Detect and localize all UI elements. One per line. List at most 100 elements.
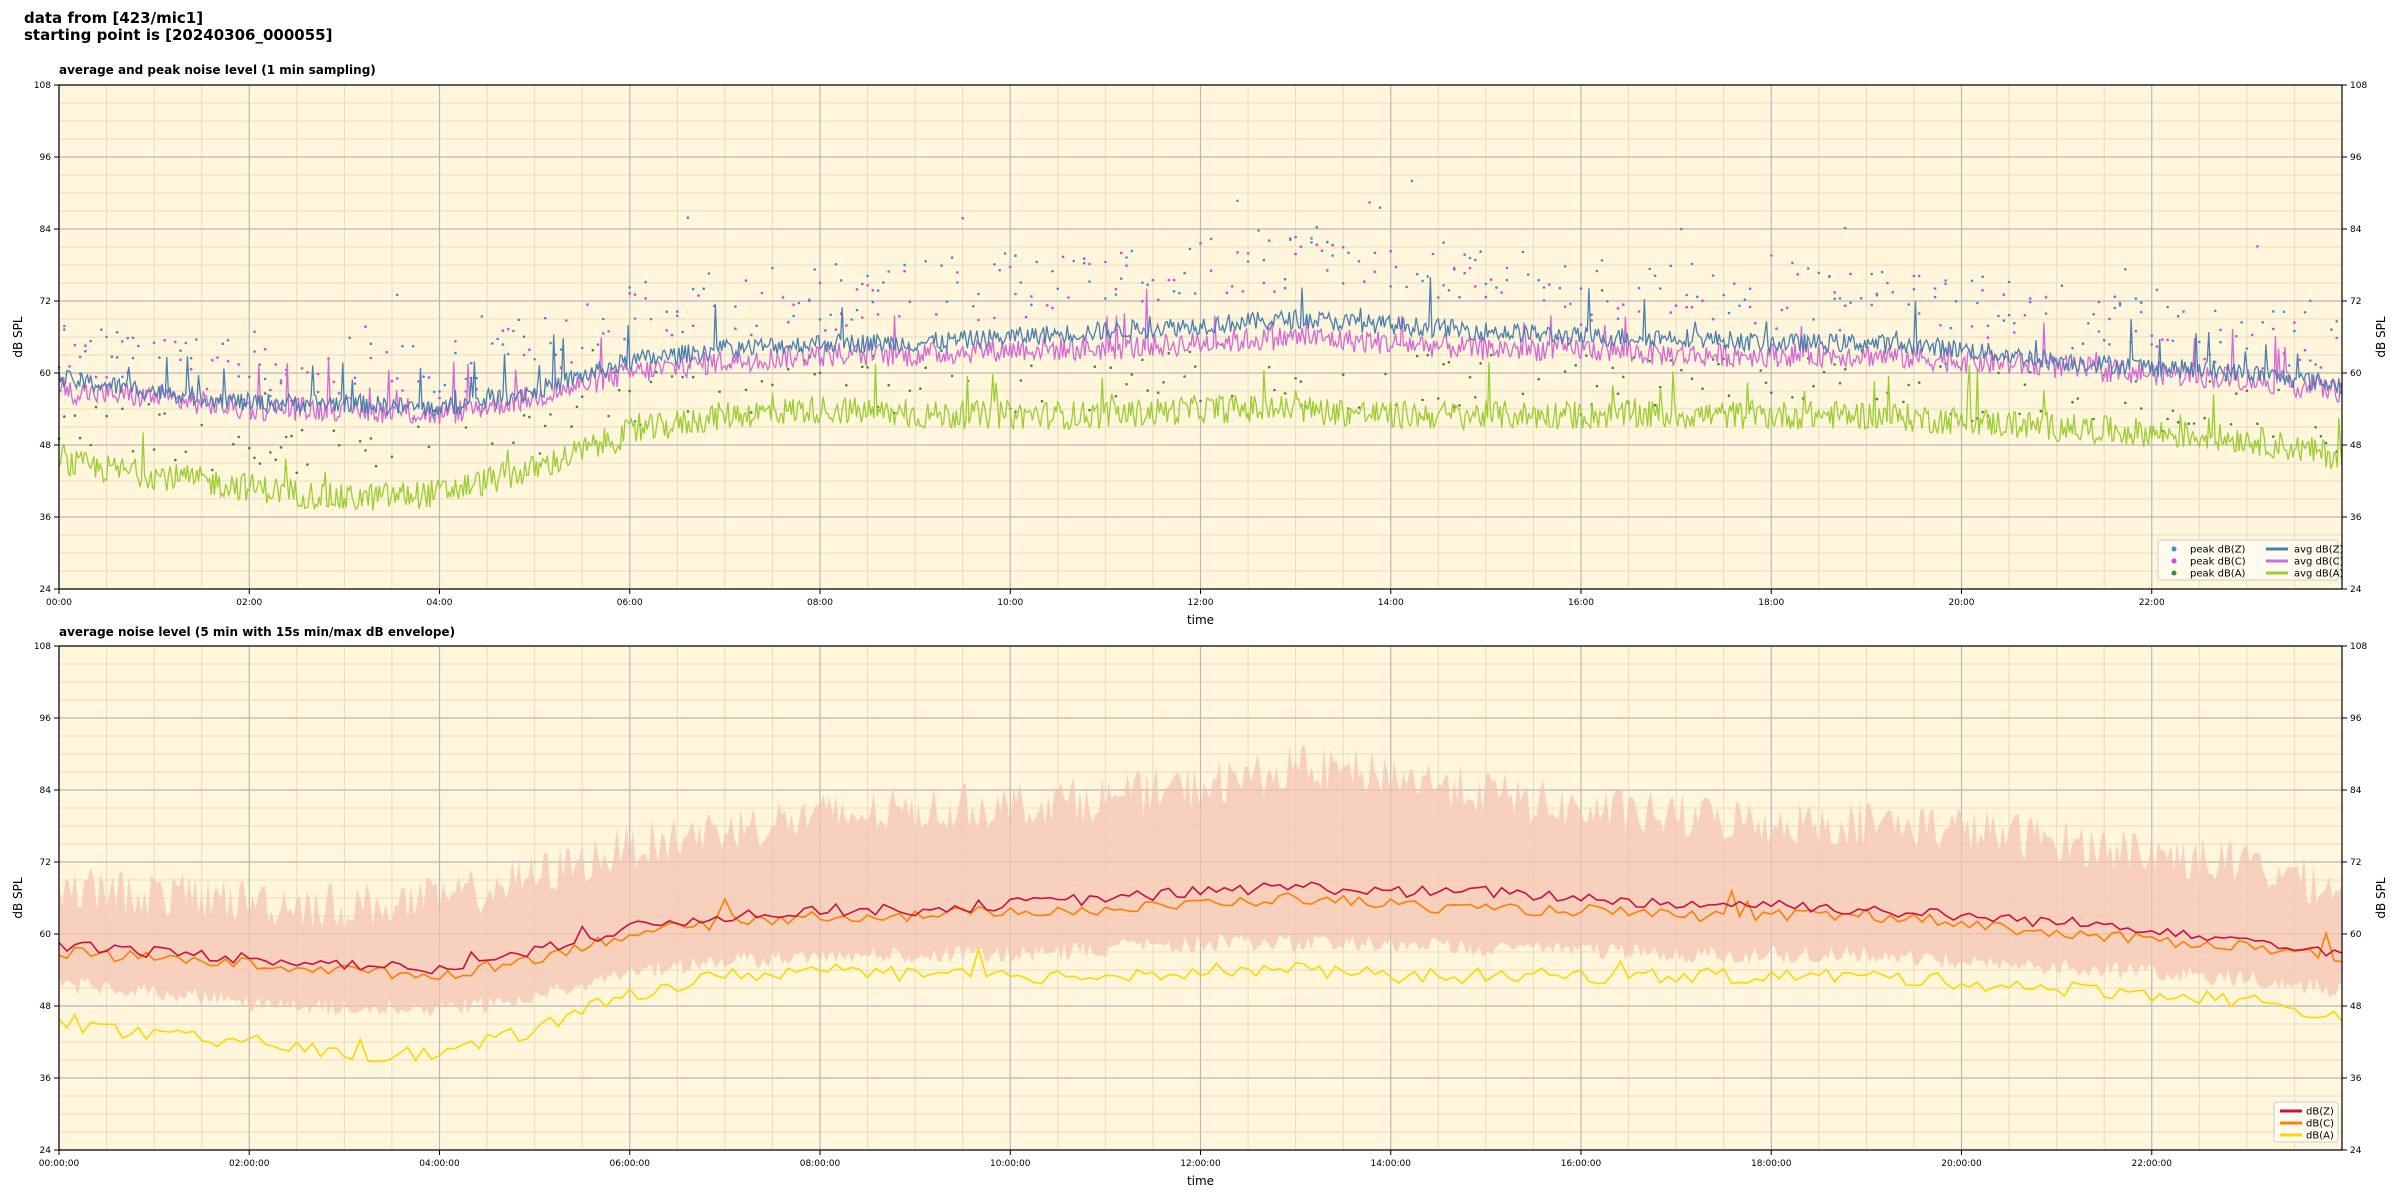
peak-point [279, 446, 283, 449]
peak-point [1442, 241, 1445, 244]
peak-point [454, 340, 457, 343]
peak-point [686, 410, 690, 413]
peak-point [147, 403, 151, 406]
peak-point [956, 271, 959, 274]
peak-point [2235, 392, 2238, 395]
peak-point [644, 280, 647, 284]
peak-point [464, 426, 468, 429]
peak-point [121, 375, 124, 379]
peak-point [1468, 266, 1472, 270]
series-avg-db-c- [58, 288, 2343, 425]
peak-point [1912, 274, 1916, 278]
peak-point [940, 264, 943, 267]
peak-point [2060, 284, 2064, 288]
peak-point [1954, 299, 1958, 303]
peak-point [1442, 362, 1445, 366]
peak-point [1907, 303, 1910, 306]
peak-point [337, 391, 341, 395]
peak-point [1939, 365, 1942, 368]
x-tick-label: 02:00:00 [229, 1159, 270, 1169]
peak-point [205, 387, 209, 391]
peak-point [237, 375, 240, 378]
peak-point [2219, 328, 2222, 332]
peak-point [121, 407, 124, 411]
peak-point [1997, 371, 2000, 375]
peak-point [1310, 241, 1313, 244]
peak-point [2013, 331, 2016, 334]
peak-point [1125, 256, 1128, 259]
peak-point [512, 441, 515, 445]
peak-point [882, 281, 885, 284]
peak-point [1003, 252, 1007, 255]
peak-point [2303, 349, 2307, 352]
peak-point [850, 318, 853, 321]
peak-point [607, 414, 610, 418]
peak-point [1167, 351, 1171, 355]
peak-point [628, 292, 631, 295]
peak-point [1727, 311, 1731, 315]
peak-point [211, 358, 214, 362]
peak-point [1563, 305, 1567, 309]
peak-point [1468, 376, 1472, 379]
peak-point [274, 363, 278, 366]
peak-point [2150, 334, 2154, 338]
peak-point [1273, 290, 1276, 293]
peak-point [813, 268, 816, 271]
peak-point [1653, 274, 1657, 278]
peak-point [226, 359, 230, 363]
peak-point [1701, 299, 1704, 303]
peak-point [1130, 373, 1134, 376]
peak-point [1733, 282, 1736, 285]
legend-label: peak dB(Z) [2190, 545, 2246, 556]
y-axis-label: dB SPL [11, 877, 25, 919]
x-tick-label: 08:00:00 [800, 1159, 841, 1169]
y-tick-label-right: 36 [2350, 1074, 2362, 1084]
peak-point [602, 317, 605, 321]
peak-point [1505, 278, 1509, 282]
peak-point [691, 375, 695, 379]
peak-point [750, 333, 753, 337]
peak-point [1299, 245, 1303, 248]
peak-point [369, 342, 373, 346]
peak-point [1341, 246, 1345, 249]
peak-point [105, 375, 108, 379]
peak-point [2261, 367, 2264, 370]
peak-point [2298, 358, 2301, 362]
peak-point [2097, 300, 2101, 304]
peak-point [63, 328, 66, 331]
peak-point [2176, 421, 2180, 424]
peak-point [528, 415, 531, 419]
peak-point [1230, 394, 1234, 398]
peak-point [2166, 338, 2169, 342]
peak-point [1088, 262, 1091, 266]
peak-point [1484, 282, 1488, 286]
peak-point [1273, 388, 1276, 392]
peak-point [1637, 310, 1641, 313]
peak-point [2139, 310, 2143, 314]
peak-point [575, 405, 579, 409]
peak-point [417, 380, 420, 383]
peak-point [1051, 306, 1054, 310]
x-tick-label: 16:00:00 [1561, 1159, 1602, 1169]
peak-point [1141, 281, 1144, 285]
peak-point [1822, 370, 1826, 374]
peak-point [501, 343, 505, 346]
peak-point [1299, 380, 1303, 383]
peak-point [2335, 320, 2338, 323]
peak-point [1843, 368, 1847, 371]
peak-point [887, 383, 890, 387]
peak-point [1114, 293, 1118, 296]
peak-point [1933, 287, 1937, 290]
peak-point [861, 316, 864, 319]
peak-point [258, 462, 262, 465]
y-tick-label-right: 48 [2350, 1002, 2362, 1012]
y-tick-label: 48 [40, 1002, 52, 1012]
peak-point [211, 468, 214, 472]
series-envelope [59, 745, 2342, 1017]
peak-point [1939, 324, 1942, 327]
peak-point [522, 353, 526, 357]
peak-point [1014, 410, 1017, 414]
peak-point [517, 318, 521, 322]
peak-point [1326, 240, 1329, 244]
peak-point [781, 296, 785, 299]
